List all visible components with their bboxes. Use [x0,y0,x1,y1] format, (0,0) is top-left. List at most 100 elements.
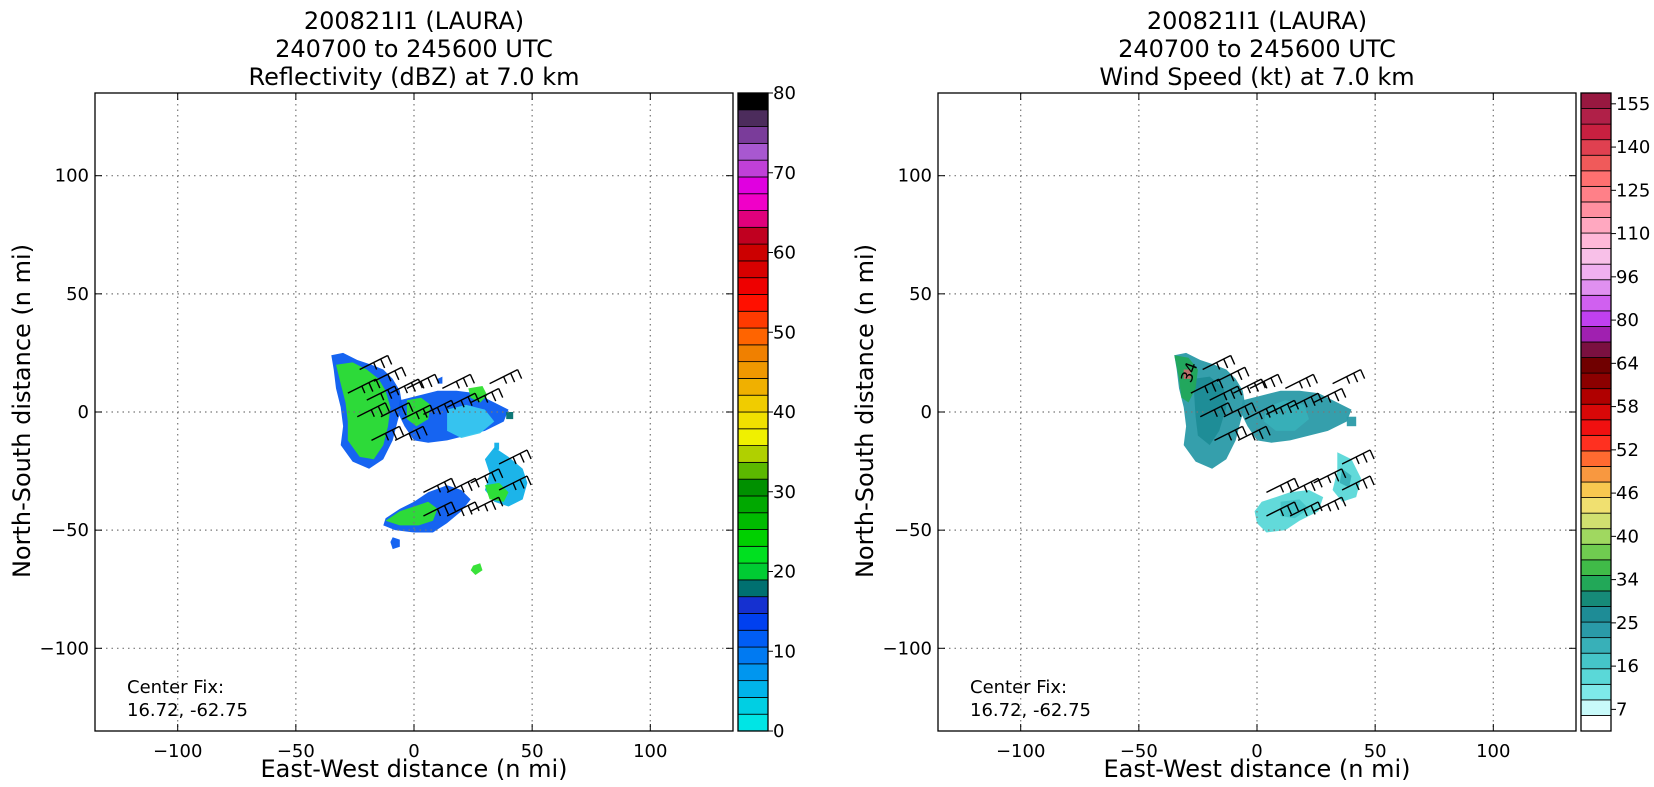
colorbar-swatch [737,629,769,648]
wind-barb [446,477,480,493]
wind-barb [470,387,504,404]
wind-barb-flag [491,472,497,482]
wind-barb-flag [450,478,457,488]
data-region-1 [336,362,391,460]
wind-barb-flag [1286,403,1293,414]
colorbar-swatch [1580,715,1612,732]
colorbar-swatch [1580,543,1612,561]
wind-barb-flag [1279,407,1285,415]
colorbar-swatch [1580,388,1612,405]
wind-barb [1202,354,1236,371]
wind-barb-flag [1277,374,1283,384]
wind-barb [1289,501,1323,517]
y-tick-label: −50 [894,520,932,541]
colorbar-swatch [737,663,769,682]
colorbar-tick-label: 10 [773,641,796,662]
wind-barb-flag [436,407,442,415]
wind-barb-flag [1327,475,1332,484]
wind-barb-flag [484,503,489,512]
colorbar-swatch [1580,294,1612,312]
wind-barb-flag [394,370,400,381]
colorbar-tick-label: 34 [1616,570,1639,591]
colorbar-tick-label: 40 [1616,526,1639,547]
colorbar-swatch [1580,590,1612,607]
colorbar-swatch [1580,683,1612,701]
wind-barb-flag [1352,372,1359,383]
colorbar-tick-label: 40 [773,402,796,423]
wind-barb-flag [436,485,442,493]
wind-barb-flag [1258,411,1263,420]
wind-barb-flag [502,376,508,384]
wind-barb [371,425,405,441]
colorbar-tick-label: 96 [1616,267,1639,288]
colorbar-tick-label: 25 [1616,613,1639,634]
wind-barb [406,373,440,389]
wind-barb-flag [1303,508,1308,517]
colorbar-tick-label: 110 [1616,224,1650,245]
colorbar-swatch [1580,419,1612,436]
wind-barb-flag [1230,389,1236,399]
colorbar-swatch [737,529,769,547]
wind-barb-flag [467,505,473,515]
wind-barb-flag [512,456,517,465]
x-tick-label: 50 [521,741,544,762]
colorbar-swatch [1580,652,1612,670]
wind-barb-flag [1310,481,1316,492]
wind-barb-flag [436,508,442,517]
wind-barb-flag [1355,482,1360,491]
wind-barb-flag [1230,374,1235,382]
colorbar-swatch [1580,232,1612,250]
wind-barb-flag [1341,496,1347,507]
wind-barb-flag [427,377,433,388]
colorbar-swatch [1580,341,1612,358]
colorbar-swatch [737,126,769,144]
colorbar-swatch [737,210,769,228]
wind-barb [1237,425,1271,441]
y-tick-label: −100 [883,638,932,659]
colorbar-swatch [737,109,769,127]
x-tick-label: −100 [996,741,1045,762]
wind-barb-flag [401,366,407,377]
wind-barb-flag [1359,369,1366,379]
wind-barb [489,369,523,385]
wind-barb [373,366,407,382]
wind-barb-flag [380,392,385,401]
wind-barb-flag [1293,478,1300,488]
wind-barb [1341,475,1375,491]
chart-title-line-3: Wind Speed (kt) at 7.0 km [1099,63,1414,91]
colorbar-swatch [737,445,769,463]
y-tick-label: 50 [909,284,932,305]
wind-barb-flag [415,411,420,420]
wind-barb-flag [417,378,424,389]
colorbar-swatch [1580,497,1612,514]
wind-barb [442,373,475,389]
wind-barb [390,378,424,394]
chart-title-line-1: 200821I1 (LAURA) [1147,7,1367,35]
wind-barb-flag [401,405,407,416]
wind-barb-flag [474,478,480,488]
colorbar-swatch [1580,263,1612,281]
wind-barb [1190,378,1224,394]
wind-barb-flag [391,429,398,440]
colorbar-swatch [1580,574,1612,592]
wind-barb-flag [1298,381,1303,389]
wind-barb [1313,496,1347,512]
wind-barb-flag [1204,385,1209,394]
wind-barb-flag [1216,362,1221,370]
wind-barb-flag [1244,405,1250,416]
wind-barb-flag [1312,374,1318,384]
wind-barb [1249,373,1283,389]
colorbar-swatch [1580,185,1612,203]
wind-barb-flag [443,481,450,492]
wind-barb-flag [1303,399,1308,408]
colorbar-swatch [1580,403,1612,421]
colorbar-swatch [737,344,769,363]
chart-title-line-2: 240700 to 245600 UTC [275,35,553,63]
wind-barb-flag [1369,449,1375,460]
colorbar-swatch [1580,528,1612,545]
colorbar-swatch [737,680,769,698]
wind-barb-flag [1305,377,1311,388]
wind-barb-flag [1341,388,1347,398]
center-fix-label: Center Fix: [127,677,224,698]
wind-speed-panel: 200821I1 (LAURA) 240700 to 245600 UTC Wi… [851,7,1650,783]
